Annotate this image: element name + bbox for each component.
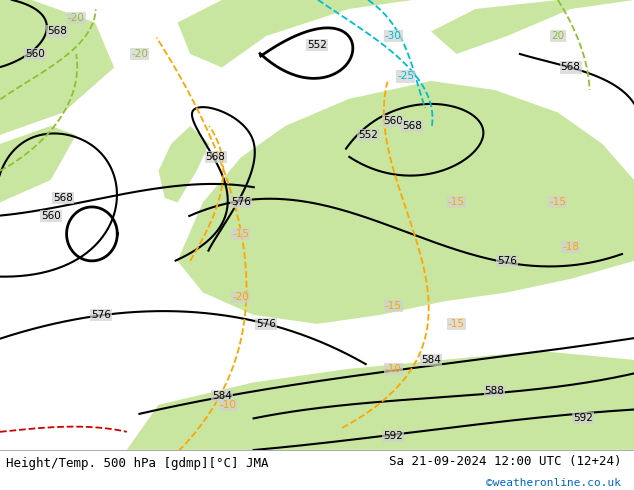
Text: 584: 584 xyxy=(421,355,441,365)
Polygon shape xyxy=(158,126,209,202)
Polygon shape xyxy=(431,0,634,54)
Text: -20: -20 xyxy=(233,292,249,302)
Text: 568: 568 xyxy=(53,193,74,203)
Text: 560: 560 xyxy=(383,117,403,126)
Text: -15: -15 xyxy=(448,197,465,207)
Text: 560: 560 xyxy=(41,211,61,221)
Polygon shape xyxy=(178,81,634,324)
Text: -20: -20 xyxy=(68,13,84,23)
Text: 560: 560 xyxy=(25,49,45,59)
Text: -25: -25 xyxy=(398,72,414,81)
Text: 576: 576 xyxy=(231,197,251,207)
Text: -15: -15 xyxy=(550,197,566,207)
Text: Sa 21-09-2024 12:00 UTC (12+24): Sa 21-09-2024 12:00 UTC (12+24) xyxy=(389,455,621,468)
Text: 576: 576 xyxy=(256,319,276,329)
Text: 552: 552 xyxy=(358,130,378,140)
Text: 20: 20 xyxy=(552,31,564,41)
Text: -18: -18 xyxy=(562,243,579,252)
Text: 592: 592 xyxy=(383,431,403,441)
Text: -15: -15 xyxy=(448,319,465,329)
Polygon shape xyxy=(0,126,76,202)
Text: -15: -15 xyxy=(385,301,401,311)
Text: 592: 592 xyxy=(573,414,593,423)
Text: 584: 584 xyxy=(212,391,232,401)
Text: 552: 552 xyxy=(307,40,327,50)
Text: 588: 588 xyxy=(484,386,505,396)
Polygon shape xyxy=(178,0,412,68)
Text: Height/Temp. 500 hPa [gdmp][°C] JMA: Height/Temp. 500 hPa [gdmp][°C] JMA xyxy=(6,457,269,470)
Text: 568: 568 xyxy=(560,62,581,73)
Text: -10: -10 xyxy=(385,364,401,374)
Text: -10: -10 xyxy=(220,400,236,410)
Text: ©weatheronline.co.uk: ©weatheronline.co.uk xyxy=(486,478,621,488)
Text: 568: 568 xyxy=(205,152,226,163)
Text: 576: 576 xyxy=(497,256,517,266)
Text: 576: 576 xyxy=(91,310,112,320)
Polygon shape xyxy=(0,0,114,135)
Text: -15: -15 xyxy=(233,229,249,239)
Text: 568: 568 xyxy=(402,121,422,131)
Text: -20: -20 xyxy=(131,49,148,59)
Text: -30: -30 xyxy=(385,31,401,41)
Text: 568: 568 xyxy=(47,26,67,36)
Polygon shape xyxy=(127,351,634,450)
